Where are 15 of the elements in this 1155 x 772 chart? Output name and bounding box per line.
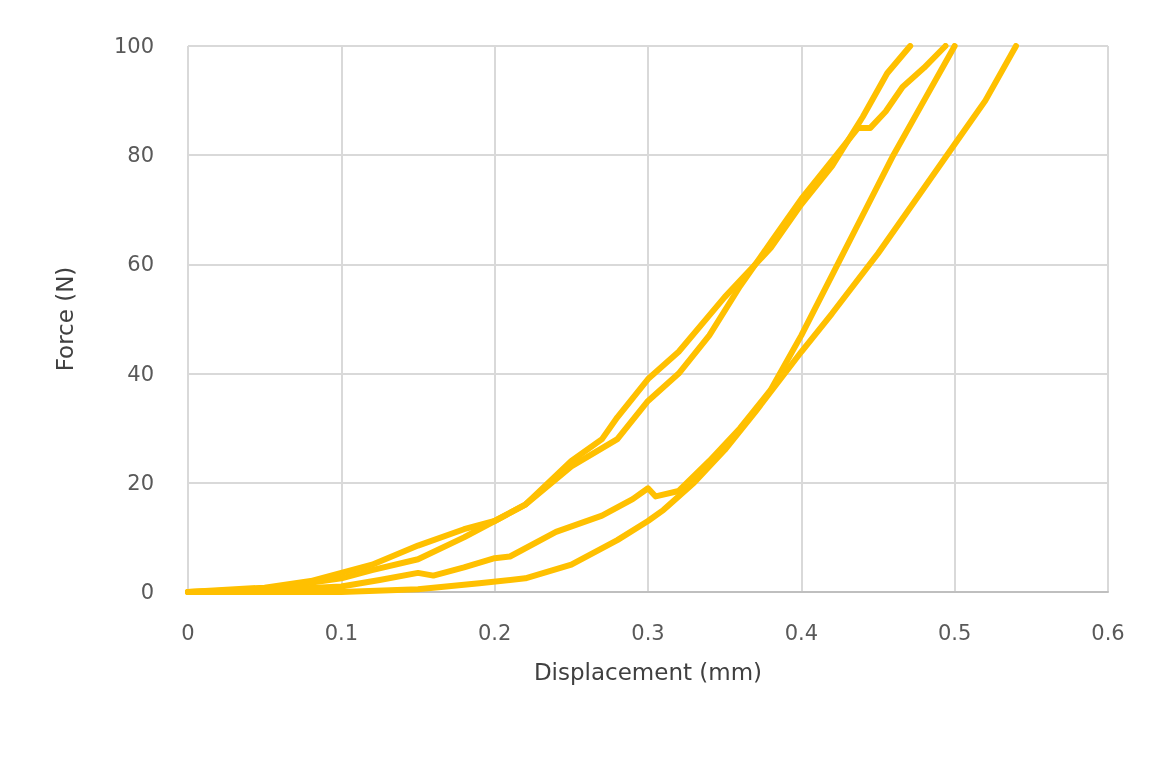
x-tick-label: 0.3 (631, 620, 665, 645)
x-tick-label: 0.2 (477, 620, 512, 645)
y-tick-label: 60 (127, 252, 154, 277)
y-tick-label: 100 (113, 34, 154, 58)
x-tick-label: 0.6 (1091, 620, 1125, 645)
y-tick-label: 20 (127, 470, 154, 495)
y-tick-label: 40 (127, 361, 154, 386)
x-tick-label: 0.5 (937, 620, 972, 645)
x-axis-title: Displacement (mm) (533, 658, 763, 685)
y-tick-label: 0 (140, 580, 154, 604)
y-axis-title: Force (N) (51, 266, 78, 372)
x-tick-label: 0.4 (784, 620, 819, 645)
y-tick-label: 80 (127, 143, 154, 168)
x-tick-label: 0 (181, 620, 195, 645)
x-tick-label: 0.1 (324, 620, 359, 645)
